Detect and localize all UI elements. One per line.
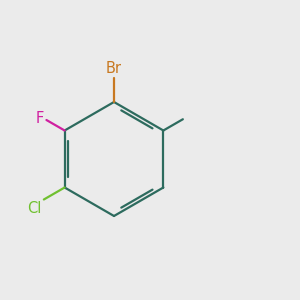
Text: Br: Br bbox=[106, 61, 122, 76]
Text: F: F bbox=[36, 111, 44, 126]
Text: Cl: Cl bbox=[27, 201, 42, 216]
